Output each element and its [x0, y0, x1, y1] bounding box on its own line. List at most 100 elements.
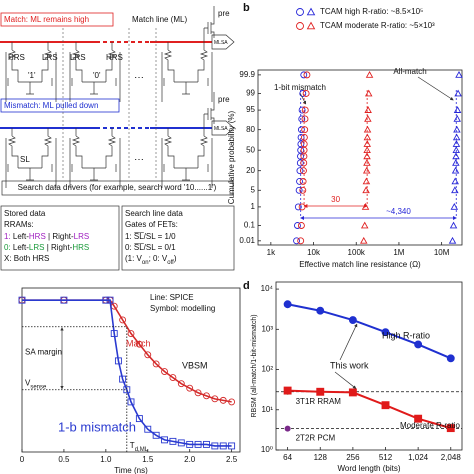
sl-label: SL	[20, 155, 30, 164]
group-label: All-match	[393, 67, 426, 76]
legend-line: X: Both HRS	[4, 254, 49, 263]
marker	[296, 167, 304, 175]
text-part: ; 0: V	[149, 254, 168, 263]
text-part: 0: S̅L̅/SL = 0/1	[125, 243, 176, 252]
marker	[228, 442, 236, 450]
marker	[161, 368, 168, 375]
cell-bit: '0'	[93, 71, 101, 80]
marker	[302, 90, 310, 97]
marker	[161, 436, 168, 444]
marker	[360, 221, 369, 229]
marker	[301, 126, 309, 134]
cell-right: LRS	[42, 53, 58, 62]
marker	[293, 237, 301, 245]
plot-frame	[21, 287, 241, 453]
sa-margin-label: SA margin	[25, 347, 62, 356]
marker	[450, 202, 459, 210]
y-tick-label: 1	[251, 202, 256, 211]
marker	[144, 351, 152, 359]
y-tick-label: 20	[246, 166, 255, 175]
x-tick-label: 10M	[434, 248, 450, 257]
vbsm-label: VBSM	[182, 360, 208, 370]
legend-line: 0: Left-LRS | Right-HRS	[4, 243, 89, 252]
marker	[18, 296, 26, 304]
cell-right: HRS	[106, 53, 123, 62]
marker	[177, 380, 185, 388]
series-label: Moderate R-ratio	[400, 421, 461, 430]
y-tick-label: 50	[246, 145, 255, 154]
cell-circuit	[5, 42, 57, 102]
plot-frame	[257, 69, 463, 246]
marker	[169, 374, 177, 382]
x-tick-label: 1k	[267, 248, 276, 257]
marker	[453, 115, 461, 122]
x-tick-label: 0	[20, 455, 25, 464]
marker	[348, 316, 357, 324]
y-tick-label: 80	[246, 125, 255, 134]
text-part: on	[142, 260, 149, 266]
marker	[297, 237, 305, 245]
marker	[283, 300, 292, 309]
text-part: )	[174, 254, 177, 263]
marker	[152, 360, 160, 368]
marker	[348, 388, 357, 397]
marker	[135, 415, 143, 423]
x-tick-label: 10k	[307, 248, 321, 257]
marker	[316, 306, 325, 315]
y-tick-label: 10⁰	[261, 445, 273, 454]
marker	[362, 177, 371, 185]
pre-label: pre	[218, 95, 230, 104]
text-part: | Right-	[44, 243, 72, 252]
marker	[362, 166, 371, 174]
marker	[152, 431, 160, 439]
x-tick-label: 2.5	[226, 455, 238, 464]
ratio-label: ~4,340	[386, 207, 411, 216]
legend-line: 0: S̅L̅/SL = 0/1	[125, 243, 176, 252]
marker	[119, 316, 127, 324]
cell-left: LRS	[70, 53, 86, 62]
marker	[449, 221, 458, 229]
text-part: Left-	[11, 232, 30, 241]
marker	[303, 71, 311, 79]
drivers-label: Search data drivers (for example, search…	[18, 183, 217, 192]
reference-label: 3T1R RRAM	[296, 397, 342, 406]
bottom-status: Mismatch: ML pulled down	[4, 101, 98, 110]
marker	[295, 186, 303, 194]
marker	[299, 167, 307, 175]
marker	[364, 115, 372, 122]
y-tick-label: 0.1	[244, 221, 256, 230]
marker	[186, 440, 194, 448]
text-part: 1:	[4, 232, 11, 241]
group-label: 1-bit mismatch	[274, 83, 326, 92]
marker	[60, 296, 68, 304]
marker	[316, 387, 325, 396]
text-part: | Right-	[46, 232, 74, 241]
group-arrow	[299, 92, 307, 105]
legend-box	[0, 205, 120, 271]
marker	[298, 115, 306, 123]
y-tick-label: 95	[246, 105, 255, 114]
x-tick-label: 256	[346, 453, 360, 462]
td-label: Td,ML	[130, 441, 149, 452]
marker	[381, 328, 390, 337]
marker	[219, 442, 227, 450]
marker	[169, 437, 177, 445]
mlsa-label: MLSA	[214, 40, 228, 46]
marker	[299, 186, 307, 194]
marker	[298, 203, 306, 211]
continuation-dots: ⋯ ⋯	[134, 73, 144, 166]
marker	[298, 106, 306, 114]
x-tick-label: 1.0	[100, 455, 112, 464]
x-tick-label: 2,048	[441, 453, 462, 462]
marker	[454, 89, 462, 97]
marker	[203, 392, 210, 400]
legend-title: Stored data	[4, 209, 46, 218]
text-part: Left-	[11, 243, 30, 252]
series-label: 1-b mismatch	[58, 419, 136, 434]
marker	[301, 106, 309, 114]
annotation: This work	[330, 360, 369, 370]
marker	[194, 440, 202, 448]
panel-label: d	[243, 280, 250, 292]
text-part: V	[25, 379, 31, 388]
marker	[177, 439, 185, 447]
